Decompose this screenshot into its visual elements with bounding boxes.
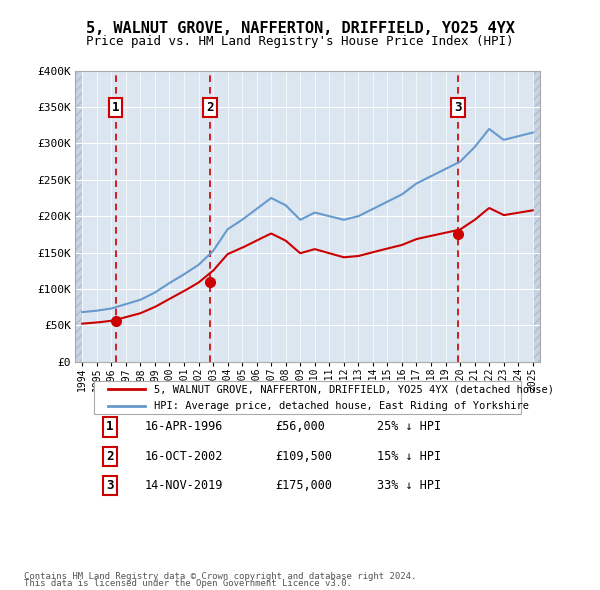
Text: £109,500: £109,500 [275, 450, 332, 463]
Text: 33% ↓ HPI: 33% ↓ HPI [377, 479, 442, 492]
Text: 5, WALNUT GROVE, NAFFERTON, DRIFFIELD, YO25 4YX: 5, WALNUT GROVE, NAFFERTON, DRIFFIELD, Y… [86, 21, 514, 35]
Text: Price paid vs. HM Land Registry's House Price Index (HPI): Price paid vs. HM Land Registry's House … [86, 35, 514, 48]
Text: 5, WALNUT GROVE, NAFFERTON, DRIFFIELD, YO25 4YX (detached house): 5, WALNUT GROVE, NAFFERTON, DRIFFIELD, Y… [154, 384, 554, 394]
Text: 1: 1 [112, 101, 119, 114]
Text: 16-OCT-2002: 16-OCT-2002 [145, 450, 223, 463]
Text: 14-NOV-2019: 14-NOV-2019 [145, 479, 223, 492]
Text: 25% ↓ HPI: 25% ↓ HPI [377, 421, 442, 434]
Text: HPI: Average price, detached house, East Riding of Yorkshire: HPI: Average price, detached house, East… [154, 401, 529, 411]
Text: 16-APR-1996: 16-APR-1996 [145, 421, 223, 434]
Text: £175,000: £175,000 [275, 479, 332, 492]
Text: 3: 3 [106, 479, 113, 492]
Text: 15% ↓ HPI: 15% ↓ HPI [377, 450, 442, 463]
Text: 1: 1 [106, 421, 113, 434]
Text: Contains HM Land Registry data © Crown copyright and database right 2024.: Contains HM Land Registry data © Crown c… [24, 572, 416, 581]
Text: 2: 2 [206, 101, 214, 114]
Text: 2: 2 [106, 450, 113, 463]
Text: £56,000: £56,000 [275, 421, 325, 434]
Text: This data is licensed under the Open Government Licence v3.0.: This data is licensed under the Open Gov… [24, 579, 352, 588]
FancyBboxPatch shape [94, 381, 521, 414]
Text: 3: 3 [454, 101, 462, 114]
